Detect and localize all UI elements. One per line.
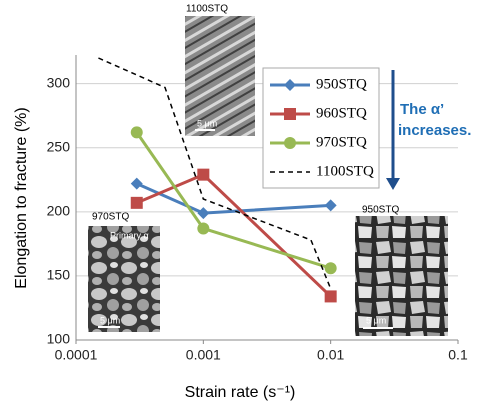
marker — [197, 169, 209, 181]
x-tick-label: 0.1 — [448, 347, 468, 363]
note-text: Primary α — [110, 230, 149, 240]
chart: 100 150 200 250 300 0.0001 0.001 0.01 0.1 1100ST… — [0, 0, 483, 409]
marker — [131, 178, 143, 190]
scale-text: 5 μm — [366, 315, 386, 325]
marker — [197, 222, 209, 234]
x-axis-label: Strain rate (s⁻¹) — [185, 384, 296, 401]
marker — [325, 199, 337, 211]
y-axis-label: Elongation to fracture (%) — [13, 107, 30, 288]
series-line — [137, 175, 331, 297]
inset-1100: 1100STQ 5 μm — [185, 4, 255, 136]
marker — [131, 126, 143, 138]
y-tick-label: 250 — [47, 138, 71, 154]
marker — [325, 290, 337, 302]
scale-text: 5 μm — [197, 118, 217, 128]
marker — [131, 197, 143, 209]
y-tick-label: 150 — [47, 267, 71, 283]
arrow-head — [386, 178, 400, 190]
marker — [284, 108, 296, 120]
annotation-text: increases. — [398, 122, 471, 139]
annotation: The α’ increases. — [386, 70, 471, 190]
inset-label: 1100STQ — [186, 4, 228, 15]
legend-label: 970STQ — [316, 134, 367, 150]
y-tick-label: 200 — [47, 203, 71, 219]
marker — [325, 262, 337, 274]
inset-970: 970STQ Primary α 5 μm — [88, 212, 160, 332]
scale-text: 5 μm — [100, 315, 120, 325]
y-tick-label: 300 — [47, 74, 71, 90]
micrograph — [185, 16, 255, 136]
marker — [197, 207, 209, 219]
x-tick-label: 0.0001 — [55, 347, 98, 363]
marker — [284, 137, 296, 149]
inset-label: 970STQ — [92, 212, 129, 223]
micrograph — [88, 226, 160, 332]
inset-label: 950STQ — [362, 205, 399, 216]
legend-label: 950STQ — [316, 76, 367, 92]
x-tick-label: 0.01 — [317, 347, 344, 363]
inset-950: 950STQ 5 μm — [355, 205, 448, 336]
legend: 950STQ 960STQ 970STQ 1100STQ — [263, 68, 379, 188]
annotation-text: The α’ — [400, 101, 444, 118]
legend-label: 1100STQ — [316, 163, 374, 179]
x-tick-label: 0.001 — [186, 347, 221, 363]
legend-label: 960STQ — [316, 105, 367, 121]
y-tick-label: 100 — [47, 331, 71, 347]
